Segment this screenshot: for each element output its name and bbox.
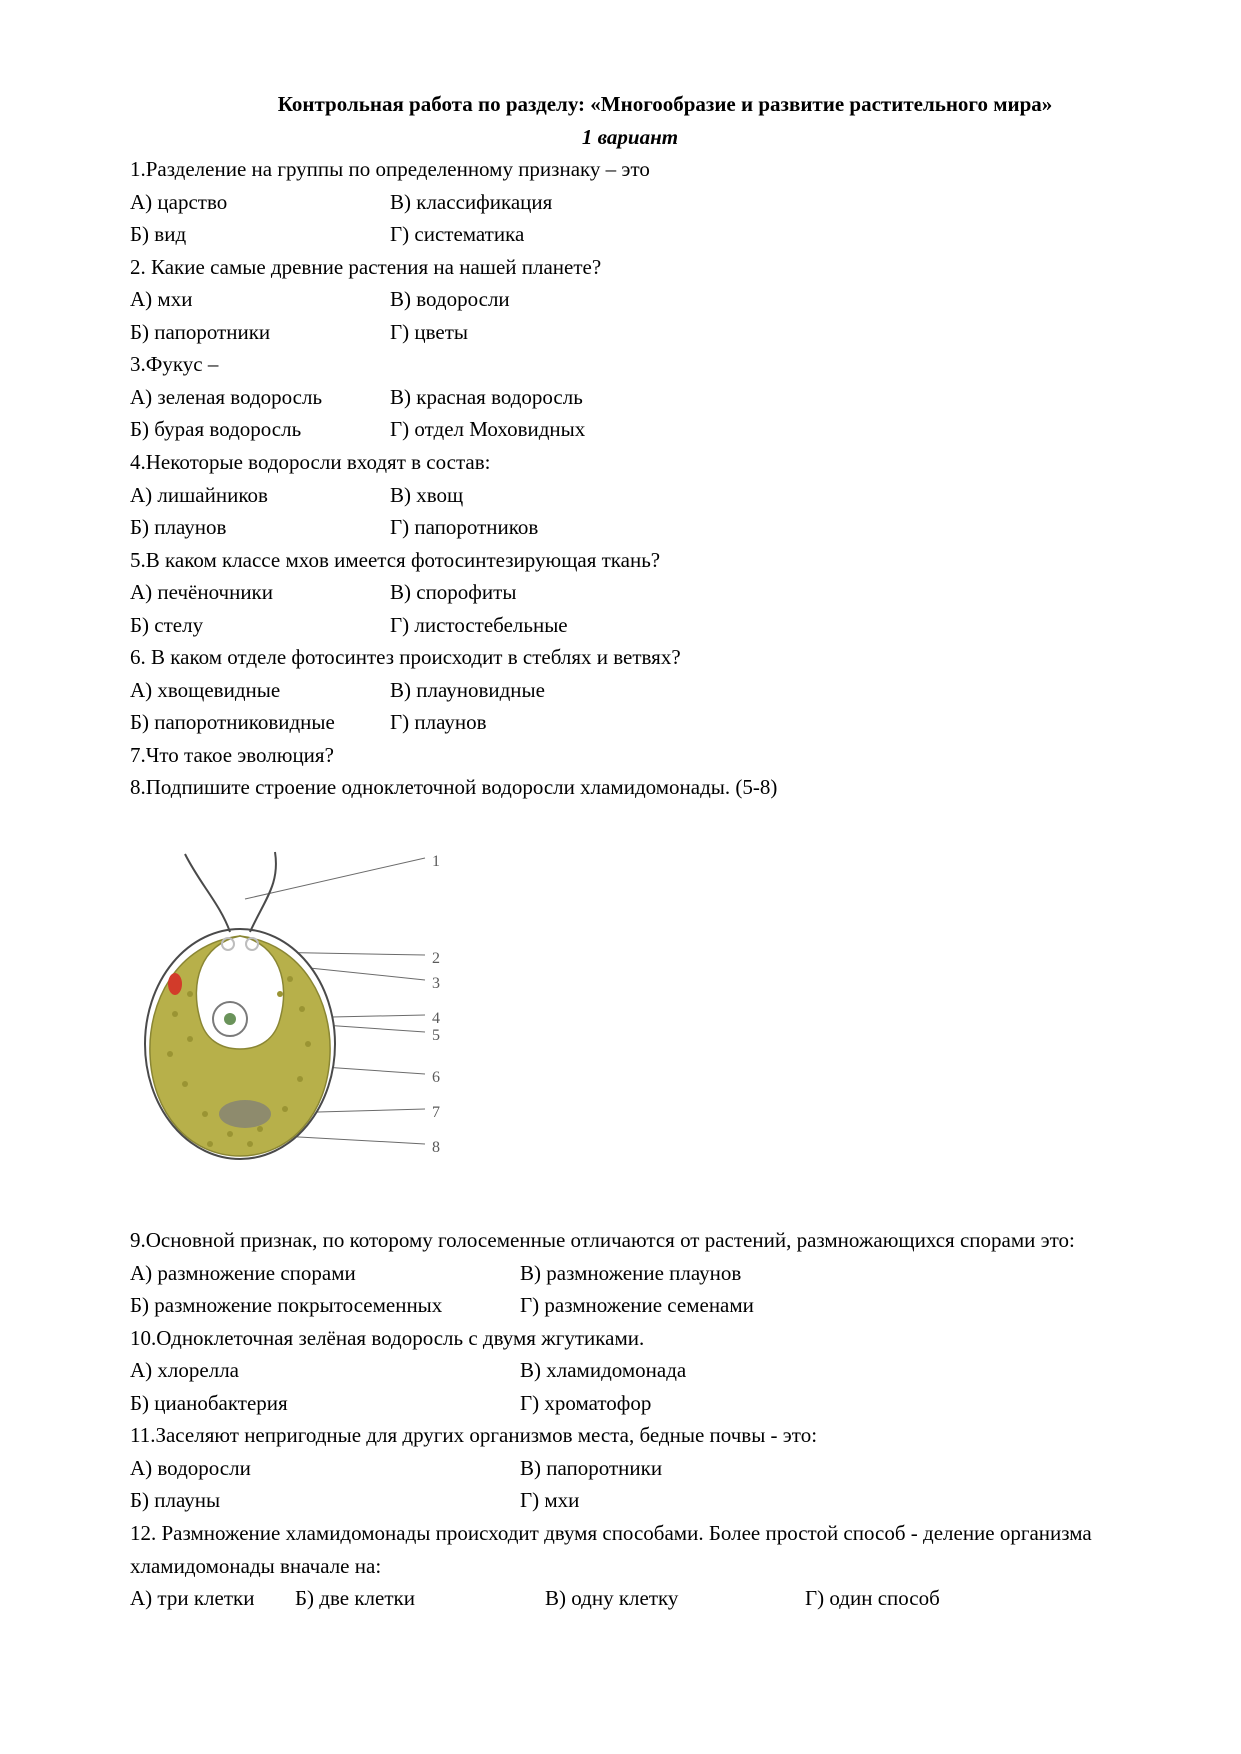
- q5-row1: А) печёночники В) спорофиты: [130, 576, 1130, 609]
- q6-g: Г) плаунов: [390, 706, 487, 739]
- q9-row2: Б) размножение покрытосеменных Г) размно…: [130, 1289, 1130, 1322]
- q1-row1: А) царство В) классификация: [130, 186, 1130, 219]
- q3-v: В) красная водоросль: [390, 381, 583, 414]
- chlamydomonas-diagram: 1 2 3 4 5 6 7 8: [130, 844, 450, 1184]
- q3-b: Б) бурая водоросль: [130, 413, 390, 446]
- q1-text: 1.Разделение на группы по определенному …: [130, 153, 1130, 186]
- q11-b: Б) плауны: [130, 1484, 520, 1517]
- q7-text: 7.Что такое эволюция?: [130, 739, 1130, 772]
- q12-b: Б) две клетки: [295, 1582, 545, 1615]
- q3-g: Г) отдел Моховидных: [390, 413, 585, 446]
- q2-b: Б) папоротники: [130, 316, 390, 349]
- diagram-label-7: 7: [432, 1101, 440, 1126]
- q5-v: В) спорофиты: [390, 576, 516, 609]
- q2-row1: А) мхи В) водоросли: [130, 283, 1130, 316]
- q12-v: В) одну клетку: [545, 1582, 805, 1615]
- q12-row: А) три клетки Б) две клетки В) одну клет…: [130, 1582, 1130, 1615]
- q4-g: Г) папоротников: [390, 511, 538, 544]
- q5-g: Г) листостебельные: [390, 609, 568, 642]
- q2-row2: Б) папоротники Г) цветы: [130, 316, 1130, 349]
- q3-a: А) зеленая водоросль: [130, 381, 390, 414]
- q8-text: 8.Подпишите строение одноклеточной водор…: [130, 771, 1130, 804]
- q9-b: Б) размножение покрытосеменных: [130, 1289, 520, 1322]
- page-subtitle: 1 вариант: [130, 121, 1130, 154]
- q11-a: А) водоросли: [130, 1452, 520, 1485]
- q11-row1: А) водоросли В) папоротники: [130, 1452, 1130, 1485]
- q12-g: Г) один способ: [805, 1582, 940, 1615]
- q10-row2: Б) цианобактерия Г) хроматофор: [130, 1387, 1130, 1420]
- q6-row1: А) хвощевидные В) плауновидные: [130, 674, 1130, 707]
- q10-b: Б) цианобактерия: [130, 1387, 520, 1420]
- q6-b: Б) папоротниковидные: [130, 706, 390, 739]
- q2-a: А) мхи: [130, 283, 390, 316]
- q11-g: Г) мхи: [520, 1484, 579, 1517]
- q9-g: Г) размножение семенами: [520, 1289, 754, 1322]
- q5-text: 5.В каком классе мхов имеется фотосинтез…: [130, 544, 1130, 577]
- q2-g: Г) цветы: [390, 316, 468, 349]
- page-title: Контрольная работа по разделу: «Многообр…: [200, 88, 1130, 121]
- q12-a: А) три клетки: [130, 1582, 295, 1615]
- q4-b: Б) плаунов: [130, 511, 390, 544]
- q2-text: 2. Какие самые древние растения на нашей…: [130, 251, 1130, 284]
- diagram-label-2: 2: [432, 947, 440, 972]
- q6-text: 6. В каком отделе фотосинтез происходит …: [130, 641, 1130, 674]
- diagram-label-8: 8: [432, 1136, 440, 1161]
- q10-g: Г) хроматофор: [520, 1387, 651, 1420]
- q9-v: В) размножение плаунов: [520, 1257, 741, 1290]
- q9-row1: А) размножение спорами В) размножение пл…: [130, 1257, 1130, 1290]
- q9-a: А) размножение спорами: [130, 1257, 520, 1290]
- q12-text: 12. Размножение хламидомонады происходит…: [130, 1517, 1130, 1582]
- q5-a: А) печёночники: [130, 576, 390, 609]
- q10-v: В) хламидомонада: [520, 1354, 686, 1387]
- q11-row2: Б) плауны Г) мхи: [130, 1484, 1130, 1517]
- diagram-label-3: 3: [432, 972, 440, 997]
- q6-row2: Б) папоротниковидные Г) плаунов: [130, 706, 1130, 739]
- q1-v: В) классификация: [390, 186, 552, 219]
- q5-b: Б) стелу: [130, 609, 390, 642]
- q6-a: А) хвощевидные: [130, 674, 390, 707]
- q11-v: В) папоротники: [520, 1452, 662, 1485]
- q2-v: В) водоросли: [390, 283, 510, 316]
- q5-row2: Б) стелу Г) листостебельные: [130, 609, 1130, 642]
- q9-text: 9.Основной признак, по которому голосеме…: [130, 1224, 1130, 1257]
- diagram-label-1: 1: [432, 850, 440, 875]
- q1-g: Г) систематика: [390, 218, 524, 251]
- diagram-label-6: 6: [432, 1066, 440, 1091]
- q10-row1: А) хлорелла В) хламидомонада: [130, 1354, 1130, 1387]
- q1-a: А) царство: [130, 186, 390, 219]
- q3-text: 3.Фукус –: [130, 348, 1130, 381]
- content: Контрольная работа по разделу: «Многообр…: [130, 88, 1130, 1615]
- q1-row2: Б) вид Г) систематика: [130, 218, 1130, 251]
- q10-a: А) хлорелла: [130, 1354, 520, 1387]
- page: Контрольная работа по разделу: «Многообр…: [0, 0, 1241, 1754]
- q6-v: В) плауновидные: [390, 674, 545, 707]
- q11-text: 11.Заселяют непригодные для других орган…: [130, 1419, 1130, 1452]
- q3-row2: Б) бурая водоросль Г) отдел Моховидных: [130, 413, 1130, 446]
- q4-text: 4.Некоторые водоросли входят в состав:: [130, 446, 1130, 479]
- chlamydomonas-svg: [130, 844, 450, 1184]
- diagram-label-5: 5: [432, 1024, 440, 1049]
- q3-row1: А) зеленая водоросль В) красная водоросл…: [130, 381, 1130, 414]
- q4-a: А) лишайников: [130, 479, 390, 512]
- q4-v: В) хвощ: [390, 479, 463, 512]
- q4-row1: А) лишайников В) хвощ: [130, 479, 1130, 512]
- q4-row2: Б) плаунов Г) папоротников: [130, 511, 1130, 544]
- q1-b: Б) вид: [130, 218, 390, 251]
- q10-text: 10.Одноклеточная зелёная водоросль с дву…: [130, 1322, 1130, 1355]
